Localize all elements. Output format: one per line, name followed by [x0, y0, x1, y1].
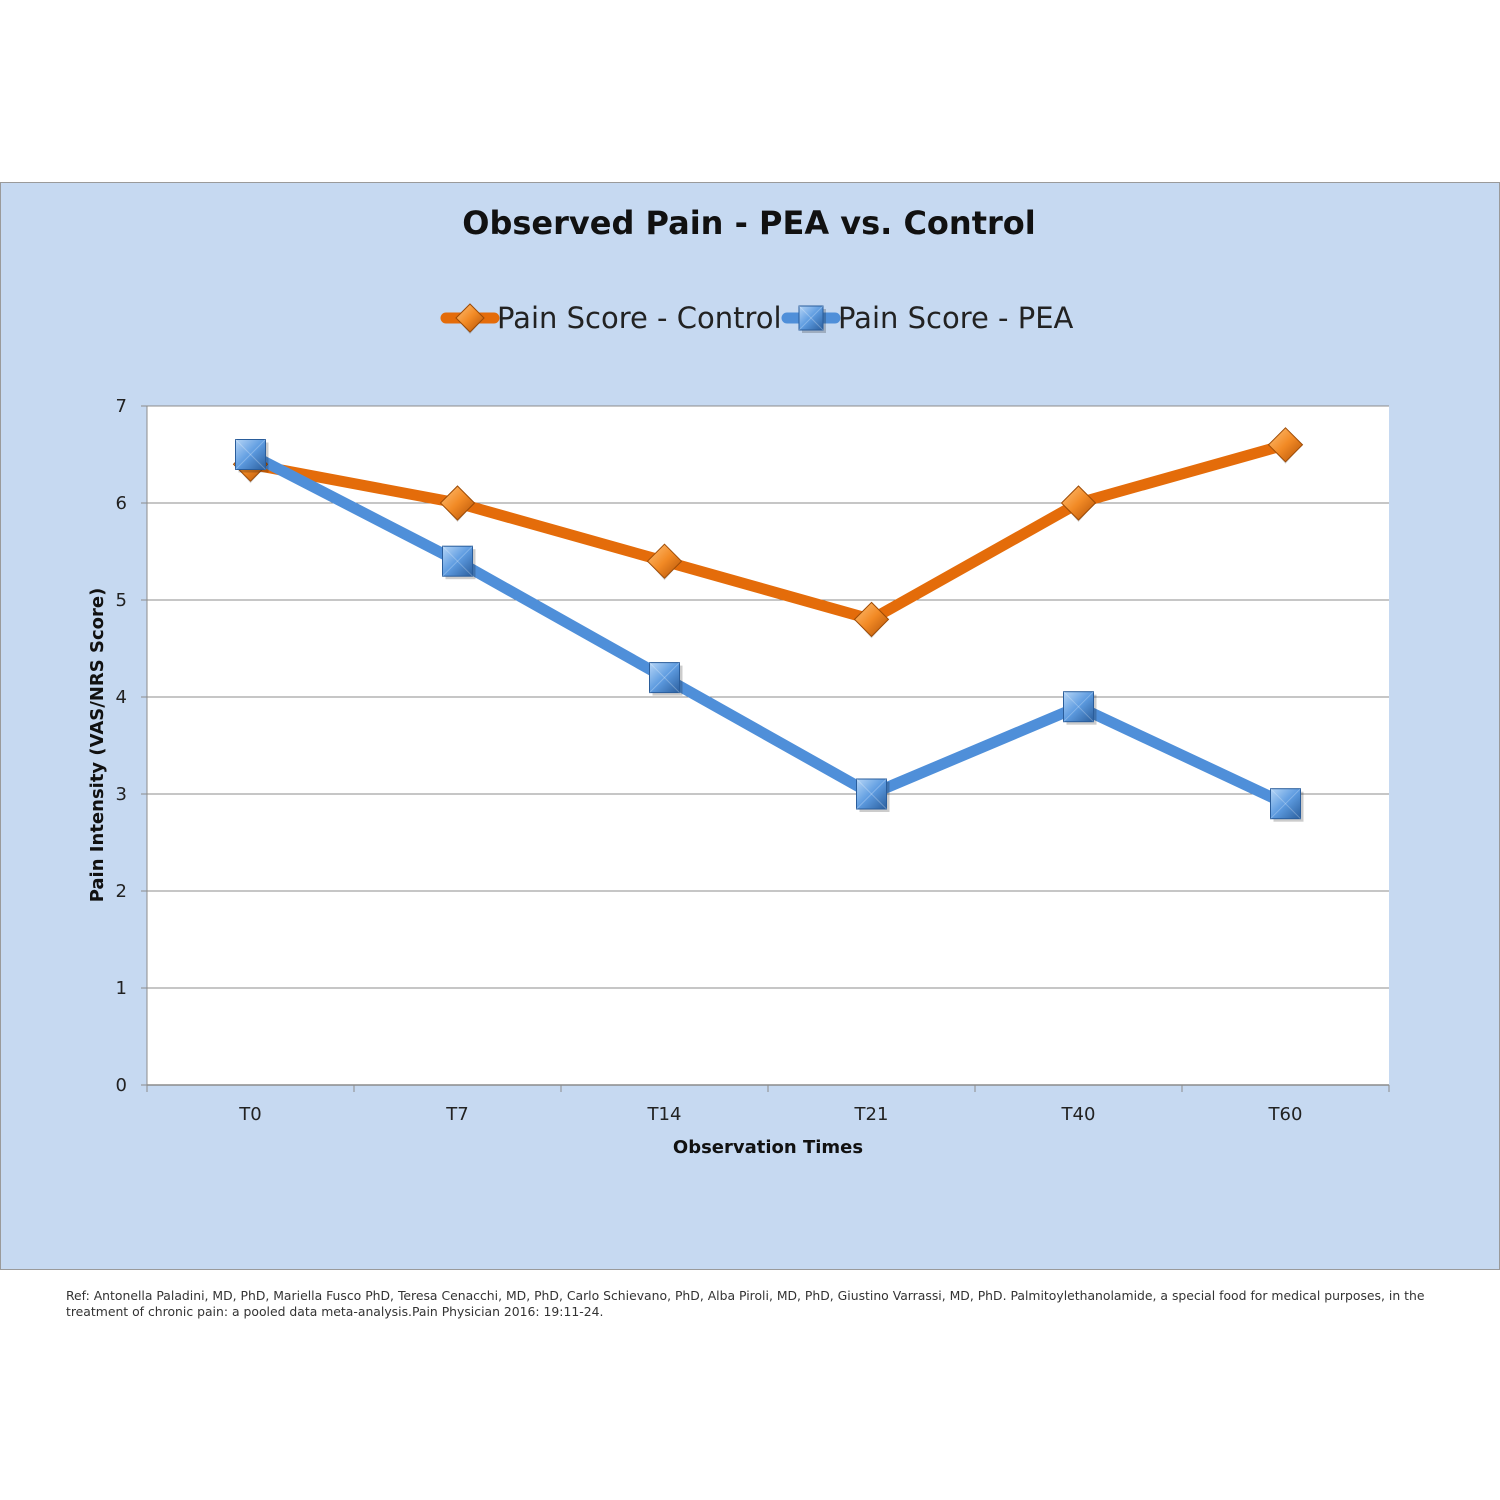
data-point-square-bevel [856, 778, 887, 810]
legend-label: Pain Score - PEA [838, 301, 1074, 335]
data-point-diamond [1267, 427, 1304, 463]
series-line [245, 439, 1291, 625]
data-point-square [1270, 788, 1301, 820]
y-axis: 0 1 2 3 4 5 6 7 [116, 396, 148, 1096]
reference-citation: Ref: Antonella Paladini, MD, PhD, Mariel… [66, 1288, 1425, 1319]
legend-item: Pain Score - Control [440, 301, 782, 335]
x-tick-label: T21 [854, 1104, 889, 1125]
x-tick-label: T14 [647, 1104, 682, 1125]
data-point-square-bevel [649, 662, 680, 693]
y-tick-label: 3 [116, 784, 127, 805]
data-point-square-bevel [442, 545, 473, 577]
y-tick-label: 5 [116, 590, 127, 611]
legend-item: Pain Score - PEA [781, 301, 1074, 335]
data-point-square [235, 439, 266, 470]
x-tick-label: T0 [238, 1104, 261, 1125]
gridlines [147, 405, 1389, 989]
data-point-square-bevel [1270, 788, 1301, 820]
legend-marker-square-bevel [798, 305, 824, 331]
data-point-square [442, 545, 473, 577]
legend-marker-square [798, 305, 824, 331]
series-pea [245, 449, 1291, 810]
series-control [245, 439, 1291, 625]
y-tick-label: 1 [116, 978, 127, 999]
y-axis-title: Pain Intensity (VAS/NRS Score) [87, 588, 108, 903]
y-tick-label: 7 [116, 396, 127, 417]
legend-marker-square-bevel [798, 305, 824, 331]
x-tick-label: T40 [1061, 1104, 1096, 1125]
data-point-diamond [439, 485, 476, 521]
y-tick-label: 4 [116, 687, 127, 708]
data-point-square-bevel [649, 662, 680, 693]
plot-area [147, 406, 1389, 1085]
series-layer [232, 427, 1304, 822]
data-point-square [1063, 691, 1094, 723]
y-tick-label: 2 [116, 881, 127, 902]
y-tick-label: 0 [116, 1075, 127, 1096]
legend-label: Pain Score - Control [497, 301, 782, 335]
data-point-square [856, 778, 887, 810]
data-point-square-bevel [235, 439, 266, 470]
series-line [245, 449, 1291, 810]
x-axis-title: Observation Times [673, 1137, 863, 1158]
data-point-square-bevel [442, 545, 473, 577]
x-axis: T0 T7 T14 T21 T40 T60 [146, 1084, 1390, 1125]
legend: Pain Score - Control Pain Score - PEA [440, 301, 1074, 335]
x-tick-label: T7 [445, 1104, 468, 1125]
data-point-diamond [646, 543, 683, 579]
data-point-square [649, 662, 680, 694]
x-tick-label: T60 [1268, 1104, 1303, 1125]
series-markers [235, 439, 1304, 822]
data-point-square-bevel [235, 439, 266, 470]
data-point-square-bevel [1270, 788, 1301, 820]
data-point-diamond [853, 601, 890, 638]
chart-title: Observed Pain - PEA vs. Control [462, 204, 1035, 242]
data-point-square-bevel [856, 778, 887, 810]
data-point-diamond [1060, 485, 1097, 521]
data-point-square-bevel [1063, 691, 1094, 723]
y-tick-label: 6 [116, 493, 127, 514]
legend-marker-diamond [455, 303, 485, 333]
data-point-square-bevel [1063, 691, 1094, 723]
